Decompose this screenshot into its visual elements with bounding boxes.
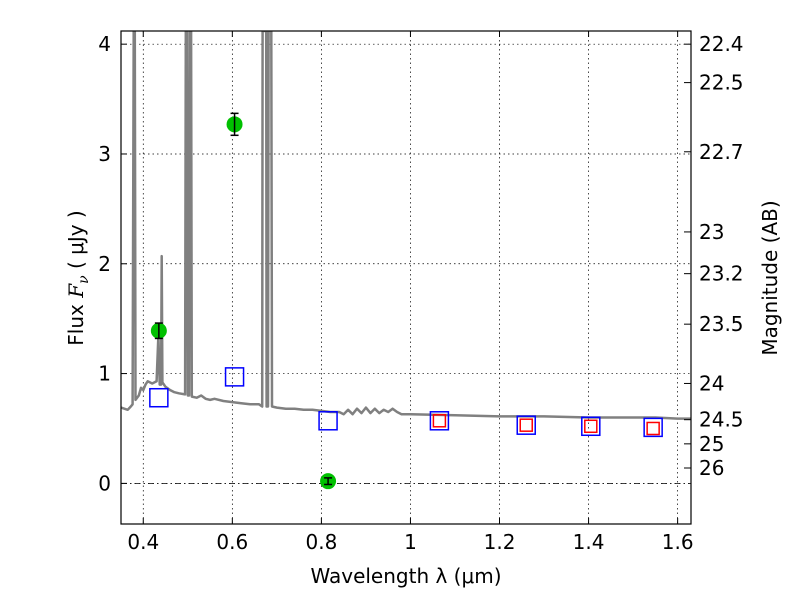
upper-limit-square <box>646 421 660 436</box>
y-tick-label: 2 <box>98 252 111 276</box>
model-photometry-square <box>149 387 169 408</box>
y2-axis-label: Magnitude (AB) <box>758 200 782 355</box>
y2-tick-label: 23 <box>699 220 724 244</box>
model-photometry-square <box>643 417 663 438</box>
y2-tick-label: 25 <box>699 432 724 456</box>
y2-tick-label: 22.7 <box>699 140 744 164</box>
model-photometry-square <box>516 415 536 435</box>
y-axis-label-suffix: ( μJy ) <box>64 210 88 275</box>
y-axis-label-prefix: Flux <box>64 298 88 346</box>
y-tick-label: 0 <box>98 471 111 495</box>
model-photometry-square <box>224 367 245 387</box>
y-axis-label-symbol: F <box>64 283 88 299</box>
y2-tick-label: 22.4 <box>699 32 744 56</box>
y2-tick-label: 24.5 <box>699 408 744 432</box>
y2-tick-label: 26 <box>699 456 724 480</box>
spectrum-line <box>121 31 691 420</box>
axes-frame <box>120 30 692 525</box>
upper-limit-square <box>584 419 598 434</box>
y2-tick-label: 22.5 <box>699 71 744 95</box>
x-tick-label: 1 <box>404 530 417 554</box>
x-tick-label: 1.4 <box>573 530 605 554</box>
y2-tick-label: 23.5 <box>699 312 744 336</box>
model-photometry-square <box>429 411 450 431</box>
y-tick-label: 1 <box>98 362 111 386</box>
plot-area <box>121 31 691 490</box>
y2-tick-label: 23.2 <box>699 262 744 286</box>
x-tick-label: 1.6 <box>662 530 694 554</box>
model-photometry-square <box>318 411 338 431</box>
y-tick-label: 4 <box>98 32 111 56</box>
x-tick-label: 1.2 <box>484 530 516 554</box>
y-axis-label: Flux Fν ( μJy ) <box>64 210 92 345</box>
y-axis-label-subscript: ν <box>76 275 92 284</box>
x-tick-label: 0.4 <box>127 530 159 554</box>
y2-tick-label: 24 <box>699 371 724 395</box>
x-tick-label: 0.6 <box>216 530 248 554</box>
model-photometry-square <box>581 416 601 437</box>
x-tick-label: 0.8 <box>305 530 337 554</box>
upper-limit-square <box>432 414 447 428</box>
x-axis-label: Wavelength λ (μm) <box>310 564 501 588</box>
upper-limit-square <box>519 418 533 432</box>
y-tick-label: 3 <box>98 142 111 166</box>
grid <box>121 31 691 524</box>
